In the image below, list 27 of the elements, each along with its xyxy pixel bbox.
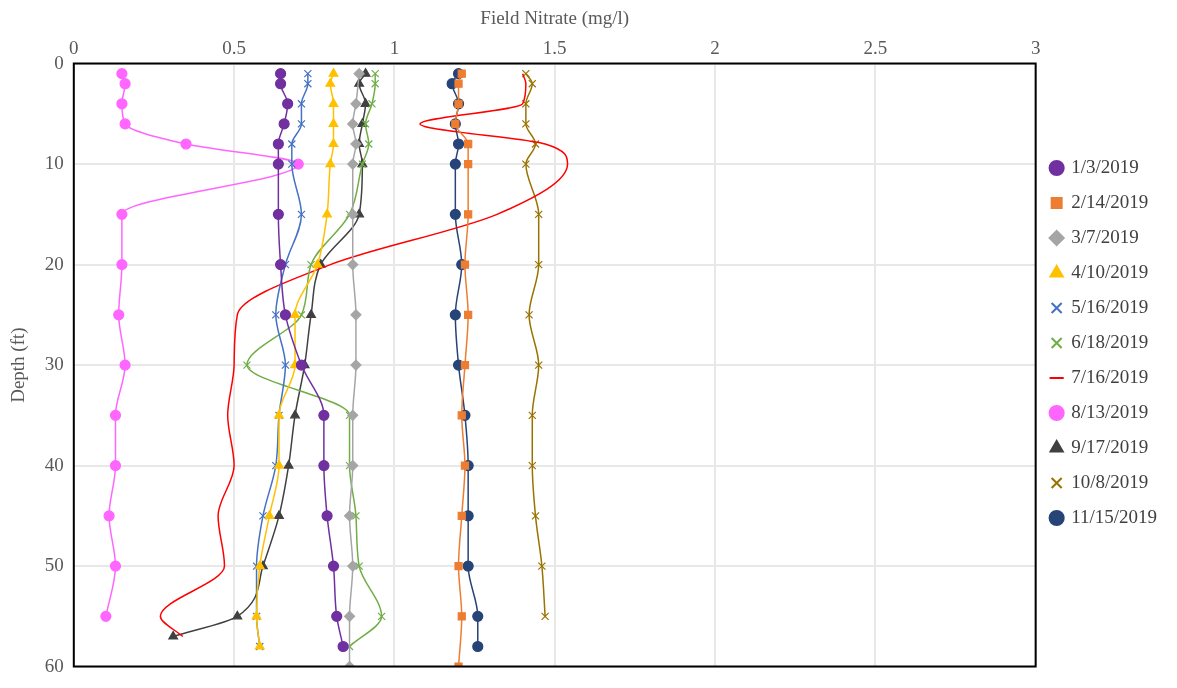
legend-label: 11/15/2019 <box>1071 505 1158 527</box>
y-tick-label: 60 <box>44 654 64 676</box>
x-tick-label: 0 <box>69 37 79 59</box>
legend-label: 10/8/2019 <box>1071 470 1149 492</box>
y-tick-label: 20 <box>44 252 64 274</box>
x-tick-label: 0.5 <box>222 37 246 59</box>
legend-label: 9/17/2019 <box>1071 435 1149 457</box>
x-tick-label: 2 <box>710 37 720 59</box>
legend-label: 1/3/2019 <box>1071 155 1139 177</box>
y-tick-label: 50 <box>44 554 64 576</box>
legend-label: 2/14/2019 <box>1071 190 1149 212</box>
legend-label: 4/10/2019 <box>1071 260 1149 282</box>
y-tick-label: 10 <box>44 152 64 174</box>
x-tick-label: 1.5 <box>542 37 567 59</box>
y-tick-label: 30 <box>44 353 64 375</box>
legend-label: 6/18/2019 <box>1071 330 1149 352</box>
y-tick-label: 0 <box>54 51 64 73</box>
x-tick-label: 1 <box>389 37 400 59</box>
x-tick-label: 2.5 <box>863 37 888 59</box>
y-tick-label: 40 <box>44 453 64 475</box>
legend-label: 7/16/2019 <box>1071 365 1149 387</box>
x-tick-label: 3 <box>1030 37 1041 59</box>
x-axis-title: Field Nitrate (mg/l) <box>480 7 630 30</box>
y-axis-title: Depth (ft) <box>7 327 30 403</box>
legend-label: 5/16/2019 <box>1071 295 1149 317</box>
legend-label: 3/7/2019 <box>1071 225 1139 247</box>
legend-label: 8/13/2019 <box>1071 400 1149 422</box>
